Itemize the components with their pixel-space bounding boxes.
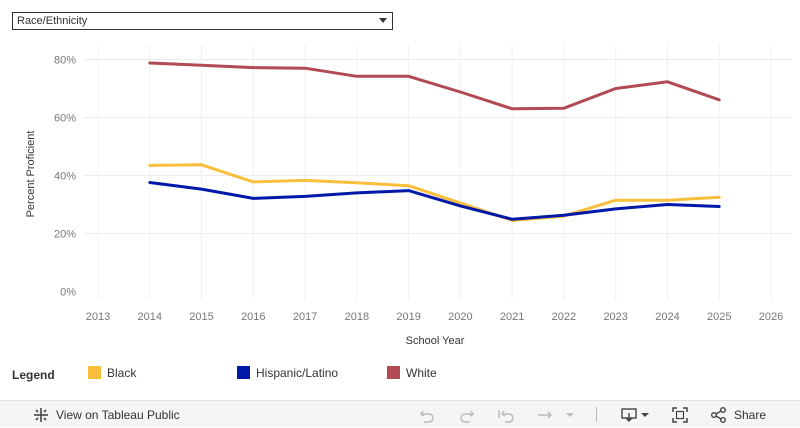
race-ethnicity-filter[interactable]: Race/Ethnicity — [12, 12, 393, 30]
download-button[interactable] — [620, 401, 650, 428]
x-tick-label: 2018 — [345, 311, 369, 323]
redo-icon — [460, 410, 475, 423]
x-tick-labels: 2013 2014 2015 2016 2017 2018 2019 2020 2021 2022… — [86, 311, 783, 323]
legend-item-hispanic-latino[interactable]: Hispanic/Latino — [237, 366, 338, 382]
y-tick-labels: 0% 20% 40% 60% 80% — [54, 55, 76, 299]
refresh-dropdown-button[interactable] — [565, 401, 575, 428]
share-label: Share — [734, 407, 767, 422]
download-chevron-down-icon — [641, 412, 649, 417]
x-tick-label: 2023 — [603, 311, 627, 323]
y-tick-label: 20% — [54, 229, 76, 241]
legend-swatch-black — [88, 366, 101, 379]
share-button[interactable]: Share — [710, 401, 766, 428]
x-tick-label: 2015 — [189, 311, 213, 323]
series-lines — [148, 61, 721, 222]
toolbar-separator — [596, 407, 597, 422]
x-tick-label: 2019 — [396, 311, 420, 323]
x-tick-label: 2016 — [241, 311, 265, 323]
tableau-logo-icon — [34, 407, 48, 422]
fullscreen-button[interactable] — [671, 401, 689, 428]
series-line-white[interactable] — [148, 61, 721, 111]
revert-button[interactable] — [497, 401, 515, 428]
gridlines — [84, 45, 792, 300]
revert-icon — [498, 409, 514, 423]
fullscreen-icon — [672, 406, 688, 423]
y-tick-label: 0% — [60, 287, 76, 299]
x-tick-label: 2020 — [448, 311, 472, 323]
x-tick-label: 2021 — [500, 311, 524, 323]
chevron-down-icon — [566, 412, 574, 417]
x-tick-label: 2017 — [293, 311, 317, 323]
legend: Legend Black Hispanic/Latino White — [0, 362, 800, 388]
y-tick-label: 80% — [54, 55, 76, 67]
x-tick-label: 2026 — [759, 311, 783, 323]
line-chart: 0%20%40%60%80% 2013 2014 2015 2016 2017 2018 2… — [25, 45, 792, 347]
x-tick-label: 2025 — [707, 311, 731, 323]
legend-swatch-hispanic-latino — [237, 366, 250, 379]
legend-title: Legend — [12, 368, 55, 382]
y-tick-label: 60% — [54, 113, 76, 125]
refresh-button[interactable] — [535, 401, 555, 428]
redo-button[interactable] — [458, 401, 476, 428]
y-tick-label: 40% — [54, 171, 76, 183]
legend-item-black[interactable]: Black — [88, 366, 136, 382]
filter-value: Race/Ethnicity — [17, 15, 88, 27]
undo-icon — [419, 410, 434, 423]
x-tick-label: 2013 — [86, 311, 110, 323]
legend-swatch-white — [387, 366, 400, 379]
share-icon — [711, 406, 726, 423]
legend-label-hispanic-latino: Hispanic/Latino — [256, 366, 339, 380]
x-tick-label: 2024 — [655, 311, 679, 323]
download-icon — [621, 407, 637, 422]
x-axis-title: School Year — [406, 335, 465, 347]
legend-item-white[interactable]: White — [387, 366, 437, 382]
tableau-toolbar: View on Tableau Public — [0, 400, 800, 427]
view-on-tableau-public-label: View on Tableau Public — [56, 407, 180, 422]
y-axis-title: Percent Proficient — [25, 131, 37, 218]
series-line-black[interactable] — [148, 163, 721, 222]
x-tick-label: 2022 — [552, 311, 576, 323]
view-on-tableau-public-button[interactable]: View on Tableau Public — [32, 401, 180, 428]
x-tick-label: 2014 — [138, 311, 162, 323]
legend-label-white: White — [406, 366, 437, 380]
caret-down-icon — [379, 18, 387, 23]
refresh-icon — [538, 410, 553, 419]
legend-label-black: Black — [107, 366, 137, 380]
series-line-hispanic-latino[interactable] — [148, 181, 721, 221]
undo-button[interactable] — [418, 401, 436, 428]
